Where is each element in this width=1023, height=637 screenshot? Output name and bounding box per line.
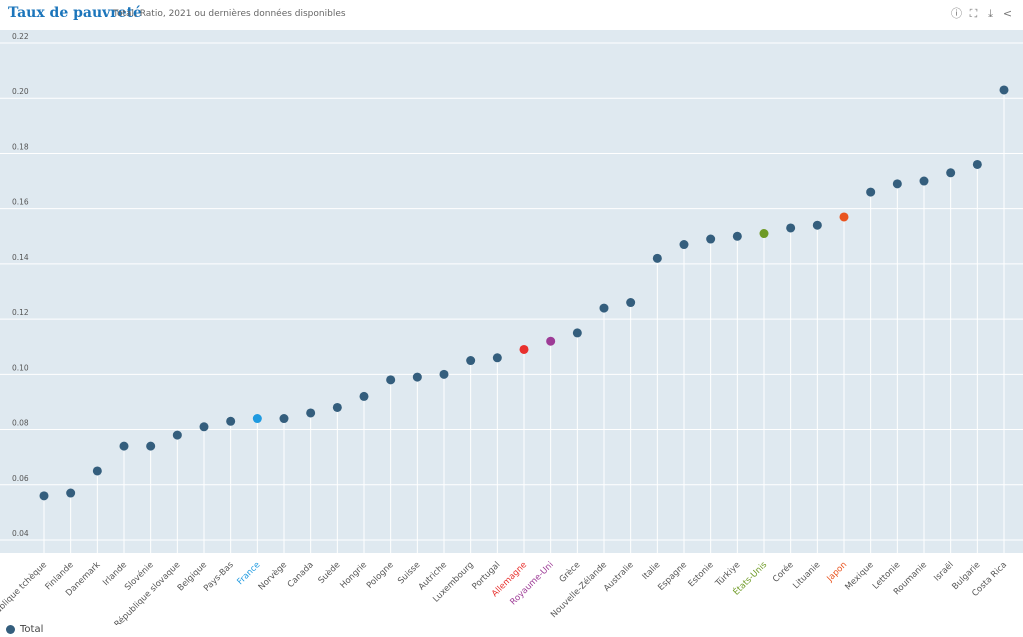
x-tick-label: Canada	[286, 560, 316, 590]
x-tick-label: Espagne	[656, 560, 689, 593]
data-point-canada[interactable]	[306, 408, 316, 418]
chart-header: Taux de pauvreté Total, Ratio, 2021 ou d…	[0, 0, 1023, 30]
y-tick-label: 0.06	[12, 474, 29, 483]
data-point-estonie[interactable]	[706, 234, 716, 244]
info-icon[interactable]: ⓘ	[951, 7, 962, 20]
data-point-suède[interactable]	[332, 402, 342, 412]
data-point-japon[interactable]	[839, 212, 849, 222]
x-tick-label: Norvège	[256, 559, 289, 592]
data-point-türkiye[interactable]	[732, 231, 742, 241]
data-point-danemark[interactable]	[92, 466, 102, 476]
x-tick-label: Australie	[602, 560, 636, 594]
download-icon[interactable]: ⤓	[988, 7, 993, 20]
data-point-espagne[interactable]	[679, 240, 689, 250]
data-point-république-slovaque[interactable]	[172, 430, 182, 440]
data-point-roumanie[interactable]	[919, 176, 929, 186]
x-tick-label: Corée	[770, 559, 795, 584]
data-point-nouvelle-zélande[interactable]	[599, 303, 609, 313]
data-point-france[interactable]	[252, 414, 262, 424]
toolbar: ⓘ ⛶ ⤓ <	[951, 8, 1013, 20]
y-tick-label: 0.10	[12, 363, 29, 372]
legend-marker-total	[6, 625, 15, 634]
x-tick-label: Pologne	[365, 560, 396, 591]
data-point-mexique[interactable]	[866, 187, 876, 197]
fullscreen-icon[interactable]: ⛶	[969, 7, 978, 20]
data-point-royaume-uni[interactable]	[546, 336, 556, 346]
data-point-portugal[interactable]	[492, 353, 502, 363]
data-point-allemagne[interactable]	[519, 344, 529, 354]
x-tick-label: Hongrie	[338, 560, 369, 591]
data-point-pologne[interactable]	[386, 375, 396, 385]
data-point-grèce[interactable]	[572, 328, 582, 338]
x-tick-label: Estonie	[687, 560, 716, 589]
data-point-lituanie[interactable]	[812, 220, 822, 230]
data-point-luxembourg[interactable]	[466, 356, 476, 366]
data-point-belgique[interactable]	[199, 422, 209, 432]
data-point-lettonie[interactable]	[892, 179, 902, 189]
x-tick-label: Suède	[316, 559, 343, 586]
y-tick-label: 0.20	[12, 87, 29, 96]
chart-subtitle: Total, Ratio, 2021 ou dernières données …	[113, 9, 346, 19]
data-point-irlande[interactable]	[119, 441, 129, 451]
plot-background	[0, 30, 1023, 553]
x-tick-label: Pays-Bas	[202, 560, 236, 594]
x-tick-label: Japon	[825, 560, 850, 585]
x-tick-label: Israël	[932, 560, 956, 584]
y-tick-label: 0.16	[12, 198, 29, 207]
legend[interactable]: Total	[6, 624, 43, 635]
data-point-australie[interactable]	[626, 298, 636, 308]
data-point-costa-rica[interactable]	[999, 85, 1009, 95]
data-point-états-unis[interactable]	[759, 229, 769, 239]
data-point-république-tchèque[interactable]	[39, 491, 49, 501]
y-tick-label: 0.08	[12, 419, 29, 428]
x-tick-label: Mexique	[843, 560, 875, 592]
y-tick-label: 0.18	[12, 142, 29, 151]
legend-label: Total	[20, 624, 44, 635]
y-tick-label: 0.12	[12, 308, 29, 317]
share-icon[interactable]: <	[1002, 7, 1013, 20]
y-tick-label: 0.22	[12, 32, 29, 41]
data-point-suisse[interactable]	[412, 372, 422, 382]
data-point-finlande[interactable]	[66, 488, 76, 498]
data-point-autriche[interactable]	[439, 369, 449, 379]
data-point-bulgarie[interactable]	[972, 159, 982, 169]
y-tick-label: 0.14	[12, 253, 29, 262]
data-point-corée[interactable]	[786, 223, 796, 233]
x-tick-label: Grèce	[557, 559, 582, 584]
data-point-pays-bas[interactable]	[226, 416, 236, 426]
data-point-norvège[interactable]	[279, 414, 289, 424]
data-point-israël[interactable]	[946, 168, 956, 178]
data-point-italie[interactable]	[652, 253, 662, 263]
chart-title: Taux de pauvreté	[8, 5, 142, 21]
y-tick-label: 0.04	[12, 529, 29, 538]
x-tick-label: Lituanie	[791, 560, 822, 591]
x-tick-label: Italie	[641, 560, 663, 582]
data-point-hongrie[interactable]	[359, 391, 369, 401]
data-point-slovénie[interactable]	[146, 441, 156, 451]
x-tick-label: République tchèque	[0, 559, 49, 625]
